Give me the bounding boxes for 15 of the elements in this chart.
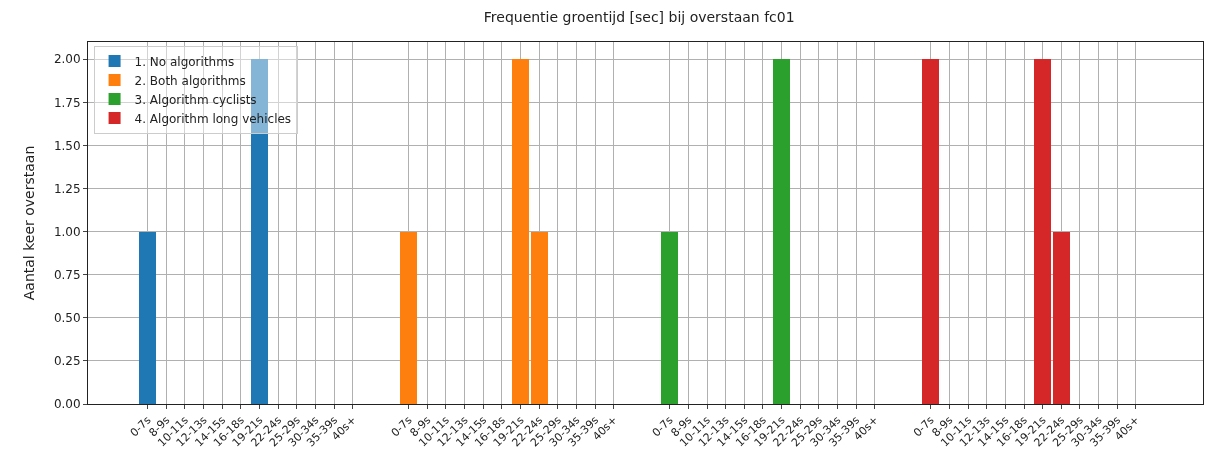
legend-label: 4. Algorithm long vehicles <box>134 111 292 126</box>
legend-label: 1. No algorithms <box>134 54 235 69</box>
y-tick-label: 0.75 <box>53 267 81 282</box>
y-tick-label: 2.00 <box>53 52 81 67</box>
y-tick-label: 0.25 <box>53 354 81 369</box>
y-tick-label: 1.25 <box>53 181 81 196</box>
y-tick-label: 0.50 <box>53 311 81 326</box>
legend-label: 2. Both algorithms <box>134 73 246 88</box>
y-tick-label: 0.00 <box>53 397 81 412</box>
legend-label: 3. Algorithm cyclists <box>134 92 257 107</box>
chart-title: Frequentie groentijd [sec] bij overstaan fc01 <box>483 8 795 25</box>
y-tick-label: 1.75 <box>53 95 81 110</box>
y-tick-label: 1.50 <box>53 138 81 153</box>
y-axis-title: Aantal keer overstaan <box>21 145 38 301</box>
y-tick-label: 1.00 <box>53 224 81 239</box>
